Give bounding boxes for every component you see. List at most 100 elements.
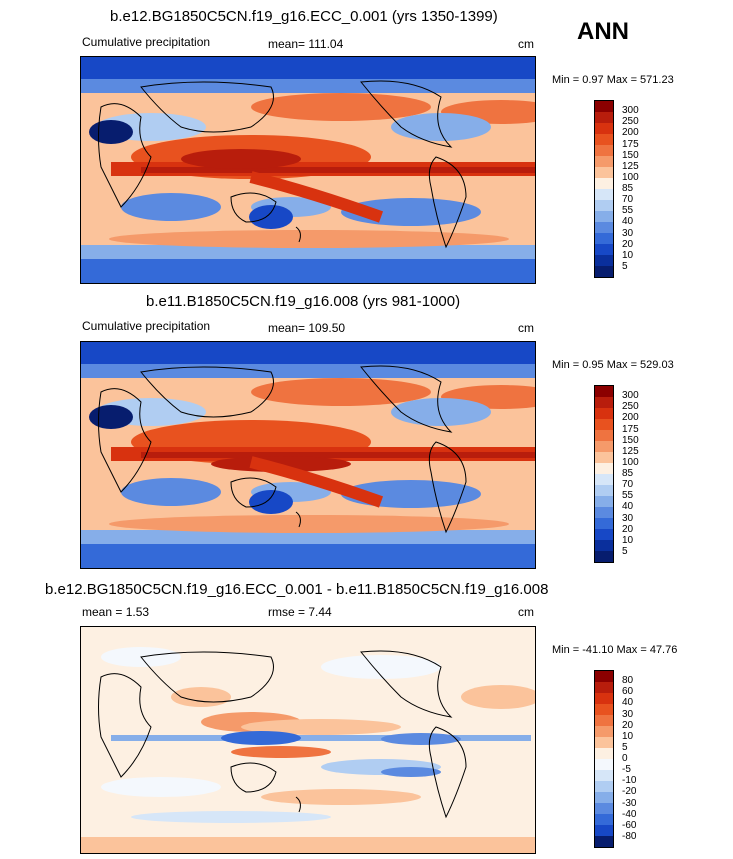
colorbar-tick-label: 40	[622, 501, 634, 513]
panel-1-map	[80, 56, 536, 284]
colorbar-swatch	[595, 397, 613, 408]
colorbar-swatch	[595, 134, 613, 145]
colorbar-tick-label: 10	[622, 534, 634, 546]
colorbar-tick-label: 20	[622, 238, 634, 250]
colorbar-swatch	[595, 266, 613, 277]
colorbar-tick-label: -80	[622, 830, 637, 842]
panel-3-mean: mean = 1.53	[82, 605, 150, 619]
colorbar-tick-label: 150	[622, 149, 639, 161]
panel-3-colorbar	[594, 670, 614, 848]
panel-1-colorbar	[594, 100, 614, 278]
colorbar-tick-label: 125	[622, 445, 639, 457]
colorbar-swatch	[595, 156, 613, 167]
colorbar-swatch	[595, 408, 613, 419]
colorbar-swatch	[595, 540, 613, 551]
colorbar-swatch	[595, 529, 613, 540]
colorbar-swatch	[595, 748, 613, 759]
colorbar-tick-label: -20	[622, 786, 637, 798]
panel-2-title: b.e11.B1850C5CN.f19_g16.008 (yrs 981-100…	[146, 293, 461, 310]
colorbar-swatch	[595, 430, 613, 441]
colorbar-swatch	[595, 189, 613, 200]
colorbar-swatch	[595, 551, 613, 562]
colorbar-swatch	[595, 112, 613, 123]
panel-1-title: b.e12.BG1850C5CN.f19_g16.ECC_0.001 (yrs …	[110, 8, 498, 25]
colorbar-swatch	[595, 803, 613, 814]
colorbar-tick-label: 175	[622, 138, 639, 150]
colorbar-tick-label: 300	[622, 390, 639, 402]
colorbar-swatch	[595, 507, 613, 518]
colorbar-tick-label: 175	[622, 423, 639, 435]
colorbar-swatch	[595, 485, 613, 496]
colorbar-swatch	[595, 671, 613, 682]
colorbar-tick-label: 250	[622, 116, 639, 128]
season-label: ANN	[577, 18, 629, 45]
colorbar-tick-label: 85	[622, 183, 634, 194]
colorbar-swatch	[595, 123, 613, 134]
panel-3-title: b.e12.BG1850C5CN.f19_g16.ECC_0.001 - b.e…	[45, 581, 549, 598]
colorbar-tick-label: 55	[622, 205, 634, 217]
colorbar-swatch	[595, 463, 613, 474]
colorbar-tick-label: -5	[622, 764, 631, 776]
colorbar-tick-label: 55	[622, 490, 634, 502]
colorbar-tick-label: 5	[622, 260, 628, 272]
colorbar-swatch	[595, 715, 613, 726]
colorbar-swatch	[595, 737, 613, 748]
colorbar-tick-label: -40	[622, 808, 637, 820]
colorbar-tick-label: 30	[622, 708, 634, 720]
colorbar-tick-label: 200	[622, 127, 639, 139]
colorbar-swatch	[595, 474, 613, 485]
colorbar-swatch	[595, 518, 613, 529]
colorbar-tick-label: 100	[622, 171, 639, 183]
colorbar-swatch	[595, 814, 613, 825]
panel-1-units: cm	[518, 37, 534, 51]
colorbar-swatch	[595, 222, 613, 233]
colorbar-swatch	[595, 233, 613, 244]
colorbar-tick-label: -60	[622, 819, 637, 831]
panel-3-minmax: Min = -41.10 Max = 47.76	[552, 644, 678, 656]
colorbar-tick-label: 10	[622, 249, 634, 261]
panel-2-units: cm	[518, 321, 534, 335]
panel-1-minmax: Min = 0.97 Max = 571.23	[552, 74, 674, 86]
colorbar-swatch	[595, 792, 613, 803]
colorbar-tick-label: 60	[622, 686, 634, 698]
colorbar-swatch	[595, 770, 613, 781]
panel-2-colorbar	[594, 385, 614, 563]
colorbar-swatch	[595, 441, 613, 452]
colorbar-tick-label: 40	[622, 216, 634, 228]
colorbar-tick-label: 70	[622, 479, 634, 491]
colorbar-swatch	[595, 386, 613, 397]
colorbar-swatch	[595, 178, 613, 189]
panel-3-rmse: rmse = 7.44	[268, 605, 332, 619]
colorbar-tick-label: 70	[622, 194, 634, 206]
colorbar-tick-label: 40	[622, 697, 634, 709]
colorbar-swatch	[595, 255, 613, 266]
colorbar-swatch	[595, 211, 613, 222]
colorbar-swatch	[595, 693, 613, 704]
colorbar-swatch	[595, 200, 613, 211]
colorbar-tick-label: 125	[622, 160, 639, 172]
panel-2-mean: mean= 109.50	[268, 321, 346, 335]
colorbar-swatch	[595, 496, 613, 507]
panel-1-variable: Cumulative precipitation	[82, 35, 211, 49]
colorbar-tick-label: 5	[622, 741, 628, 753]
panel-2-variable: Cumulative precipitation	[82, 319, 211, 333]
colorbar-tick-label: -30	[622, 797, 637, 809]
colorbar-tick-label: 200	[622, 412, 639, 424]
panel-2-map	[80, 341, 536, 569]
colorbar-swatch	[595, 167, 613, 178]
colorbar-swatch	[595, 726, 613, 737]
colorbar-tick-label: 250	[622, 401, 639, 413]
colorbar-tick-label: 85	[622, 468, 634, 479]
panel-1-mean: mean= 111.04	[268, 37, 344, 51]
colorbar-tick-label: 80	[622, 675, 634, 687]
colorbar-tick-label: 0	[622, 753, 628, 764]
colorbar-swatch	[595, 825, 613, 836]
colorbar-tick-label: 30	[622, 227, 634, 239]
colorbar-swatch	[595, 419, 613, 430]
colorbar-tick-label: 5	[622, 545, 628, 557]
colorbar-tick-label: 300	[622, 105, 639, 117]
colorbar-tick-label: 30	[622, 512, 634, 524]
panel-2-minmax: Min = 0.95 Max = 529.03	[552, 359, 674, 371]
colorbar-tick-label: 20	[622, 523, 634, 535]
colorbar-tick-label: 10	[622, 730, 634, 742]
